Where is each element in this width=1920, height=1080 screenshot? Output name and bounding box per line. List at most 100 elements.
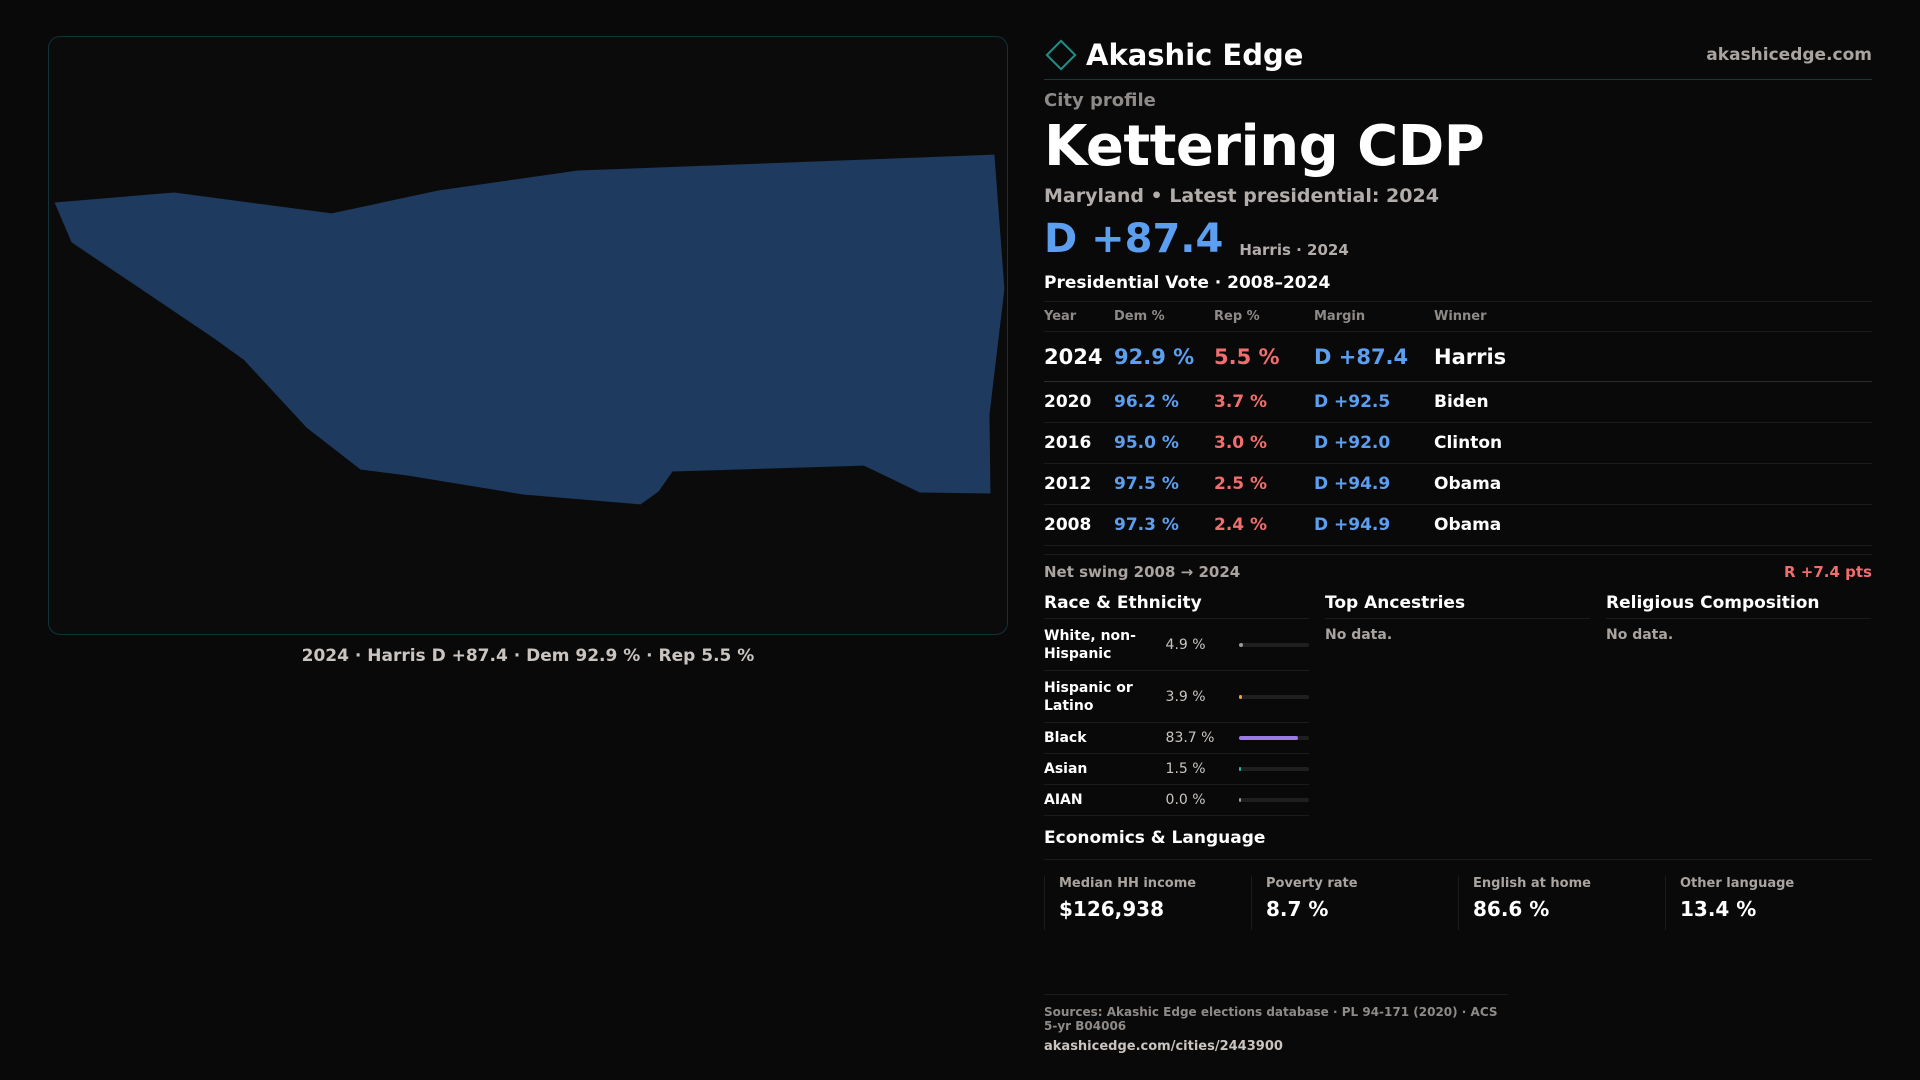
econ-median-income: Median HH income $126,938 <box>1044 876 1251 930</box>
econ-value: 8.7 % <box>1266 897 1329 921</box>
row-margin: D +94.9 <box>1314 504 1434 546</box>
ancestries-empty: No data. <box>1325 627 1393 643</box>
row-dem: 92.9 % <box>1114 331 1214 382</box>
net-swing: Net swing 2008 → 2024 R +7.4 pts <box>1044 554 1872 581</box>
row-year: 2020 <box>1044 381 1114 423</box>
page-subtitle: Maryland • Latest presidential: 2024 <box>1044 185 1439 207</box>
demographics-row: Race & Ethnicity White, non-Hispanic 4.9… <box>1044 593 1872 816</box>
table-row: 2024 92.9 % 5.5 % D +87.4 Harris <box>1044 331 1872 382</box>
col-dem-header: Dem % <box>1114 301 1214 332</box>
col-year-header: Year <box>1044 301 1114 332</box>
race-name: Asian <box>1044 761 1088 777</box>
col-rep-header: Rep % <box>1214 301 1314 332</box>
religion-title: Religious Composition <box>1606 593 1871 619</box>
race-bar <box>1239 767 1309 771</box>
site-link[interactable]: akashicedge.com <box>1706 44 1872 65</box>
race-name: White, non-Hispanic <box>1044 627 1136 662</box>
page-url-link[interactable]: akashicedge.com/cities/2443900 <box>1044 1039 1283 1054</box>
row-year: 2012 <box>1044 463 1114 505</box>
col-margin-header: Margin <box>1314 301 1434 332</box>
econ-label: Other language <box>1680 876 1795 891</box>
row-dem: 97.3 % <box>1114 504 1214 546</box>
row-dem: 97.5 % <box>1114 463 1214 505</box>
race-title: Race & Ethnicity <box>1044 593 1309 619</box>
race-value: 3.9 % <box>1165 688 1206 705</box>
row-rep: 5.5 % <box>1214 331 1314 382</box>
list-item: AIAN 0.0 % <box>1044 785 1309 816</box>
swing-value: R +7.4 pts <box>1784 563 1872 581</box>
race-bar <box>1239 736 1309 740</box>
econ-other-language: Other language 13.4 % <box>1665 876 1872 930</box>
econ-label: English at home <box>1473 876 1591 891</box>
row-winner: Harris <box>1434 331 1872 382</box>
table-row: 2012 97.5 % 2.5 % D +94.9 Obama <box>1044 463 1872 505</box>
table-row: 2016 95.0 % 3.0 % D +92.0 Clinton <box>1044 422 1872 464</box>
race-value: 4.9 % <box>1165 636 1206 653</box>
race-bar <box>1239 642 1309 647</box>
sources-footer: Sources: Akashic Edge elections database… <box>1044 994 1508 1054</box>
map-panel[interactable] <box>48 36 1008 635</box>
sources-text: Sources: Akashic Edge elections database… <box>1044 1005 1498 1033</box>
table-row: 2020 96.2 % 3.7 % D +92.5 Biden <box>1044 381 1872 423</box>
city-boundary-shape <box>54 154 1005 505</box>
row-year: 2008 <box>1044 504 1114 546</box>
race-bar-fill <box>1239 798 1241 802</box>
row-winner: Obama <box>1434 504 1872 546</box>
race-name: AIAN <box>1044 792 1083 808</box>
brand[interactable]: Akashic Edge <box>1044 38 1303 72</box>
row-rep: 3.0 % <box>1214 422 1314 464</box>
row-year: 2024 <box>1044 331 1114 382</box>
vote-section-title: Presidential Vote · 2008–2024 <box>1044 273 1331 293</box>
list-item: Black 83.7 % <box>1044 723 1309 754</box>
row-margin: D +94.9 <box>1314 463 1434 505</box>
city-profile: Akashic Edge akashicedge.com City profil… <box>1044 30 1872 930</box>
headline-margin: D +87.4 <box>1044 216 1224 262</box>
econ-label: Poverty rate <box>1266 876 1358 891</box>
row-rep: 3.7 % <box>1214 381 1314 423</box>
brand-name: Akashic Edge <box>1086 37 1304 72</box>
ancestries-section: Top Ancestries No data. <box>1325 593 1590 816</box>
econ-value: 13.4 % <box>1680 897 1757 921</box>
race-section: Race & Ethnicity White, non-Hispanic 4.9… <box>1044 593 1309 816</box>
race-name: Black <box>1044 730 1087 746</box>
row-rep: 2.5 % <box>1214 463 1314 505</box>
row-margin: D +87.4 <box>1314 331 1434 382</box>
table-row: 2008 97.3 % 2.4 % D +94.9 Obama <box>1044 504 1872 546</box>
list-item: Asian 1.5 % <box>1044 754 1309 785</box>
headline-result: D +87.4 Harris · 2024 <box>1044 217 1872 261</box>
vote-table: Year Dem % Rep % Margin Winner 2024 92.9… <box>1044 301 1872 546</box>
swing-label: Net swing 2008 → 2024 <box>1044 563 1241 581</box>
religion-section: Religious Composition No data. <box>1606 593 1871 816</box>
row-winner: Obama <box>1434 463 1872 505</box>
econ-value: 86.6 % <box>1473 897 1550 921</box>
econ-value: $126,938 <box>1059 897 1165 921</box>
economics-title: Economics & Language <box>1044 826 1872 860</box>
row-dem: 96.2 % <box>1114 381 1214 423</box>
row-winner: Biden <box>1434 381 1872 423</box>
race-bar <box>1239 798 1309 802</box>
race-value: 1.5 % <box>1165 761 1206 777</box>
map-caption: 2024 · Harris D +87.4 · Dem 92.9 % · Rep… <box>301 646 755 666</box>
list-item: Hispanic or Latino 3.9 % <box>1044 671 1309 723</box>
econ-poverty-rate: Poverty rate 8.7 % <box>1251 876 1458 930</box>
ancestries-title: Top Ancestries <box>1325 593 1590 619</box>
row-rep: 2.4 % <box>1214 504 1314 546</box>
row-winner: Clinton <box>1434 422 1872 464</box>
race-bar-fill <box>1239 736 1298 740</box>
race-bar-fill <box>1239 767 1242 771</box>
religion-empty: No data. <box>1606 627 1674 643</box>
row-year: 2016 <box>1044 422 1114 464</box>
race-name: Hispanic or Latino <box>1044 679 1133 714</box>
vote-table-header: Year Dem % Rep % Margin Winner <box>1044 301 1872 332</box>
headline-note: Harris · 2024 <box>1239 241 1349 259</box>
race-bar <box>1239 694 1309 699</box>
col-winner-header: Winner <box>1434 301 1872 332</box>
row-margin: D +92.0 <box>1314 422 1434 464</box>
economics-grid: Median HH income $126,938 Poverty rate 8… <box>1044 876 1872 930</box>
race-bar-fill <box>1239 694 1242 699</box>
diamond-icon <box>1045 38 1077 71</box>
econ-english-home: English at home 86.6 % <box>1458 876 1665 930</box>
city-boundary-map <box>54 154 1005 505</box>
list-item: White, non-Hispanic 4.9 % <box>1044 619 1309 671</box>
row-dem: 95.0 % <box>1114 422 1214 464</box>
